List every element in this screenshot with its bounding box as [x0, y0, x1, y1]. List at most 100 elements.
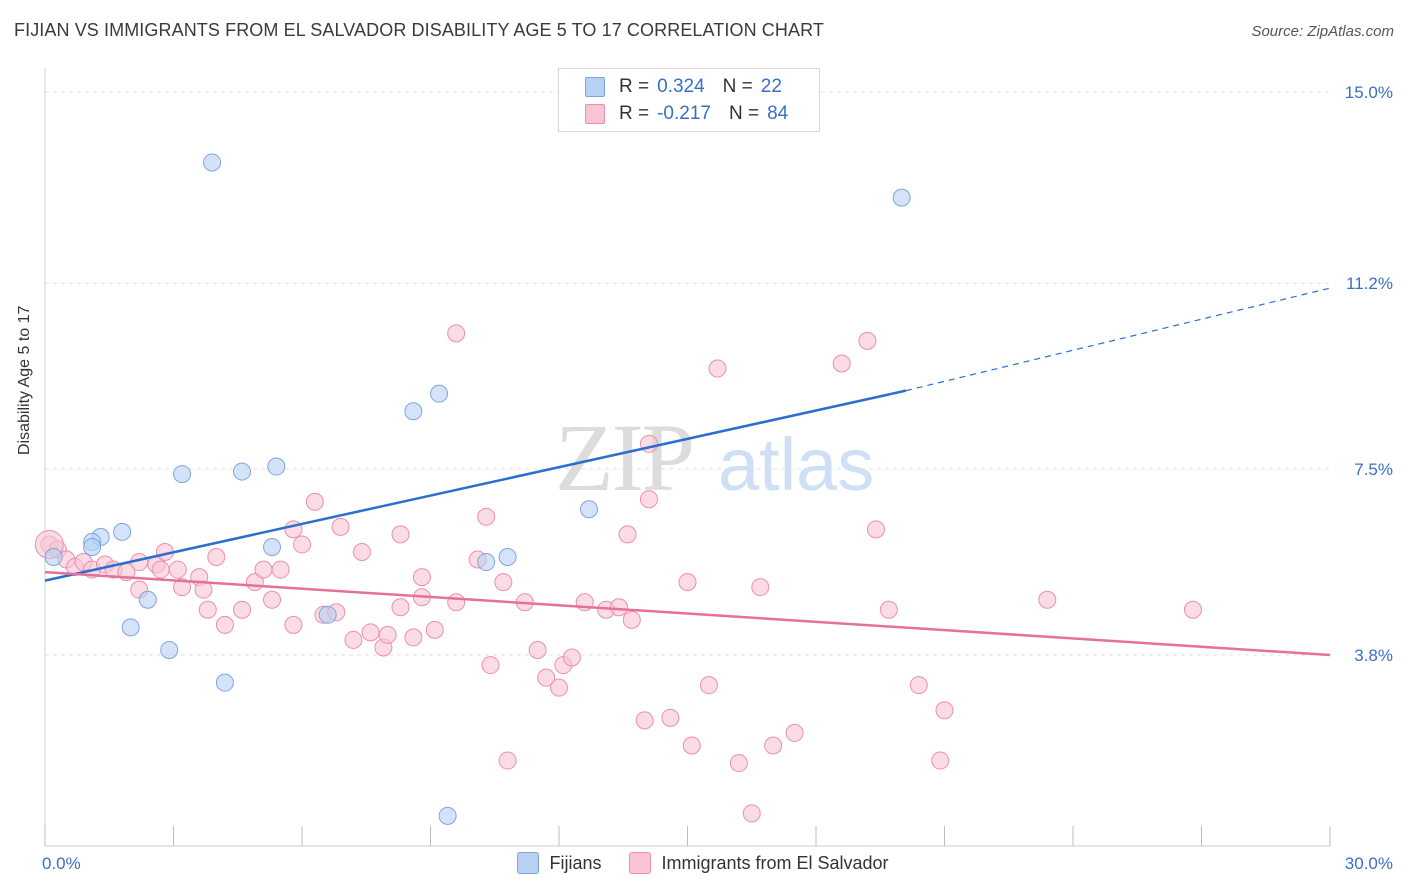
tick-labels: 3.8% 7.5% 11.2% 15.0% 0.0% 30.0%	[42, 83, 1393, 873]
salvador-point	[639, 490, 658, 509]
fijian-point	[173, 465, 192, 484]
fijian-point	[498, 548, 517, 567]
y-tick-label: 15.0%	[1345, 83, 1393, 102]
axes	[44, 68, 1331, 847]
n-label: N =	[728, 103, 760, 124]
salvador-point	[537, 668, 556, 687]
salvador-point	[909, 676, 928, 695]
fijian-point	[160, 640, 179, 659]
fijian-point	[203, 153, 222, 172]
watermark-atlas: atlas	[718, 423, 874, 506]
salvador-point	[498, 751, 517, 770]
watermark: ZIP atlas	[555, 404, 874, 511]
salvador-point	[528, 640, 547, 659]
salvador-point	[215, 615, 234, 634]
salvador-point	[412, 568, 431, 587]
salvador-point	[708, 359, 727, 378]
y-tick-label: 11.2%	[1346, 274, 1393, 293]
fijian-trend-extension	[905, 287, 1331, 392]
salvador-point	[494, 573, 513, 592]
salvador-point	[284, 615, 303, 634]
r-value: 0.324	[657, 76, 705, 97]
salvador-point	[682, 736, 701, 755]
n-value: 22	[760, 76, 782, 97]
chart-title: FIJIAN VS IMMIGRANTS FROM EL SALVADOR DI…	[14, 20, 824, 40]
salvador-point	[477, 507, 496, 526]
salvador-point	[293, 535, 311, 554]
salvador-point	[609, 598, 628, 617]
x-tick-label: 0.0%	[42, 854, 81, 873]
salvador-point	[635, 711, 654, 730]
salvador-point	[151, 560, 170, 579]
fijian-point	[892, 188, 911, 207]
fijian-point	[438, 806, 457, 825]
salvador-point	[391, 598, 410, 617]
trend-lines	[44, 287, 1331, 657]
legend-swatch-blue	[585, 77, 605, 97]
legend-swatch-blue	[517, 852, 540, 874]
legend-row-salvador: R = -0.217 N = 84	[585, 102, 788, 126]
watermark-zip: ZIP	[555, 404, 693, 511]
salvador-points	[34, 324, 1202, 823]
salvador-point	[866, 520, 885, 539]
salvador-point	[391, 525, 410, 544]
salvador-point	[678, 573, 697, 592]
salvador-point	[331, 517, 350, 536]
salvador-point	[751, 578, 770, 597]
salvador-point	[173, 578, 192, 597]
salvador-trend-line	[44, 570, 1331, 657]
salvador-point	[378, 625, 397, 644]
legend-label-salvador: Immigrants from El Salvador	[661, 852, 889, 873]
fijian-point	[267, 457, 286, 476]
salvador-point	[254, 560, 273, 579]
legend-label-fijians: Fijians	[549, 852, 602, 873]
salvador-point	[858, 331, 877, 350]
salvador-point	[361, 623, 380, 642]
fijian-point	[113, 522, 132, 541]
salvador-point	[935, 701, 954, 720]
fijian-point	[579, 500, 598, 519]
legend-row-fijians: R = 0.324 N = 22	[585, 75, 782, 99]
n-label: N =	[722, 76, 753, 97]
fijian-point	[233, 462, 252, 481]
salvador-point	[344, 630, 363, 649]
salvador-point	[352, 542, 371, 561]
fijian-point	[121, 618, 140, 637]
y-tick-label: 7.5%	[1354, 460, 1393, 479]
salvador-point	[742, 804, 761, 823]
legend-item-salvador: Immigrants from El Salvador	[629, 852, 889, 874]
salvador-point	[481, 656, 500, 675]
salvador-point	[699, 676, 718, 695]
salvador-point	[425, 620, 444, 639]
legend-swatch-pink	[585, 104, 605, 124]
grid-lines	[45, 91, 1330, 656]
salvador-point	[404, 628, 423, 647]
salvador-point	[447, 324, 466, 343]
y-tick-label: 3.8%	[1354, 646, 1393, 665]
salvador-point	[764, 736, 783, 755]
series-legend: Fijians Immigrants from El Salvador	[0, 852, 1406, 874]
r-label: R =	[619, 76, 650, 97]
salvador-point	[447, 593, 466, 612]
r-label: R =	[619, 103, 650, 124]
salvador-point	[618, 525, 637, 544]
salvador-point	[661, 708, 680, 727]
fijian-point	[263, 537, 282, 556]
fijian-point	[430, 384, 449, 403]
fijian-trend-line	[44, 389, 907, 582]
salvador-point	[1183, 600, 1202, 619]
legend-item-fijians: Fijians	[517, 852, 601, 874]
fijian-point	[318, 605, 337, 624]
salvador-point	[562, 648, 581, 667]
x-tick-label: 30.0%	[1345, 854, 1393, 873]
salvador-point	[832, 354, 851, 373]
salvador-point	[729, 754, 748, 773]
correlation-legend: R = 0.324 N = 22 R = -0.217 N = 84	[558, 68, 820, 132]
source-label: Source: ZipAtlas.com	[1251, 23, 1394, 40]
salvador-point	[622, 610, 641, 629]
salvador-point	[263, 590, 282, 609]
fijian-points	[44, 153, 911, 825]
salvador-point	[879, 600, 898, 619]
fijian-point	[138, 590, 157, 609]
